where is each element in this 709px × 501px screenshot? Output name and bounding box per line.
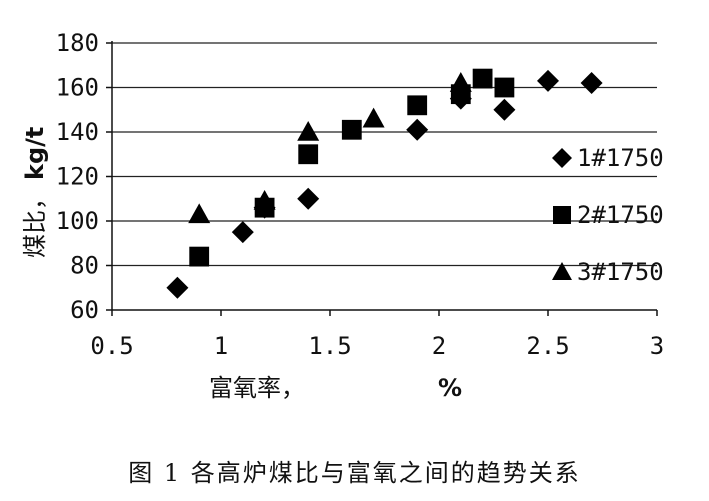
legend: 1#1750 2#1750 3#1750 xyxy=(552,144,664,286)
x-tick-label: 0.5 xyxy=(90,332,133,360)
data-point-diamond xyxy=(537,69,559,92)
axes xyxy=(106,41,658,316)
data-point-square xyxy=(189,246,210,267)
figure-caption: 图 1 各高炉煤比与富氧之间的趋势关系 xyxy=(128,459,581,487)
data-point-diamond xyxy=(297,187,320,210)
legend-marker-diamond xyxy=(552,148,572,168)
legend-marker-triangle xyxy=(552,262,572,280)
data-point-diamond xyxy=(231,221,254,244)
y-tick-label: 140 xyxy=(56,118,99,146)
x-axis-unit: % xyxy=(438,374,462,402)
data-point-triangle xyxy=(188,203,211,224)
x-tick-label: 2 xyxy=(432,332,446,360)
y-tick-label: 80 xyxy=(70,252,99,280)
data-point-triangle xyxy=(297,121,320,141)
legend-label: 1#1750 xyxy=(577,144,664,172)
y-axis-unit: kg/t xyxy=(21,127,49,180)
legend-marker-square xyxy=(553,206,571,224)
data-points xyxy=(166,68,603,299)
data-point-square xyxy=(298,144,319,165)
x-axis-title: 富氧率， xyxy=(209,374,305,402)
x-tick-label: 3 xyxy=(650,332,664,360)
y-tick-label: 60 xyxy=(70,296,99,324)
data-point-square xyxy=(472,68,493,89)
y-tick-label: 180 xyxy=(56,29,99,57)
data-point-diamond xyxy=(493,98,516,121)
y-tick-label: 100 xyxy=(56,207,99,235)
data-point-diamond xyxy=(580,72,603,95)
legend-label: 3#1750 xyxy=(577,258,664,286)
y-axis-title-group: 煤比， kg/t xyxy=(21,127,49,258)
data-point-triangle xyxy=(449,72,472,92)
data-point-square xyxy=(341,119,362,140)
data-point-diamond xyxy=(406,118,429,141)
y-axis-title: 煤比， xyxy=(21,186,49,258)
data-point-square xyxy=(407,95,428,116)
data-point-diamond xyxy=(166,276,189,299)
x-tick-label: 1 xyxy=(214,332,228,360)
tick-labels: 60 80 100 120 140 160 180 0.5 1 1.5 2 2.5 3 xyxy=(56,29,665,360)
legend-label: 2#1750 xyxy=(577,201,664,229)
y-tick-label: 120 xyxy=(56,163,99,191)
data-point-square xyxy=(494,77,515,98)
data-point-triangle xyxy=(362,107,385,128)
y-tick-label: 160 xyxy=(56,74,99,102)
x-tick-label: 1.5 xyxy=(308,332,351,360)
data-point-triangle xyxy=(253,189,276,210)
gridlines xyxy=(112,42,657,267)
x-tick-label: 2.5 xyxy=(526,332,569,360)
